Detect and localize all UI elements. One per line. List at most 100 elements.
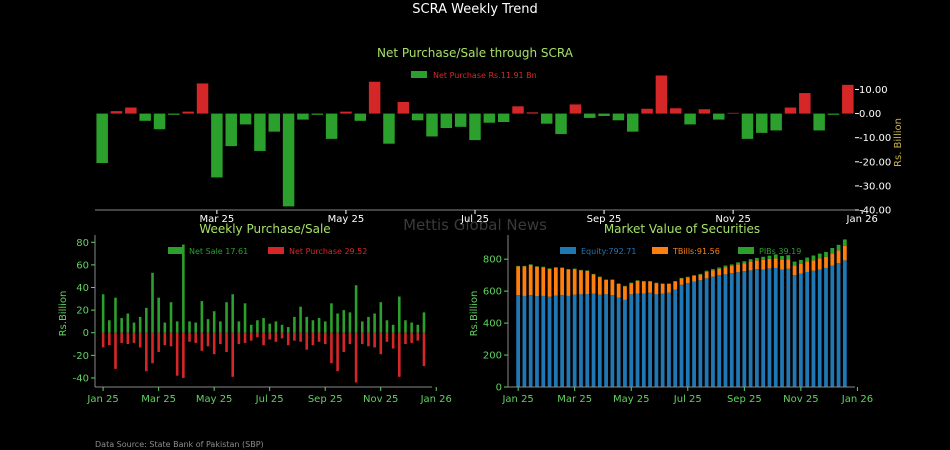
bar-segment <box>566 269 571 296</box>
data-source-note: Data Source: State Bank of Pakistan (SBP… <box>95 440 264 449</box>
bar <box>368 81 381 114</box>
bar-segment <box>597 276 602 278</box>
bar-segment <box>711 270 715 277</box>
bar-segment <box>842 239 847 246</box>
bar <box>397 102 410 114</box>
bar-segment <box>572 294 577 387</box>
bar-segment <box>742 261 747 264</box>
bar-segment <box>704 278 709 387</box>
bar-segment <box>654 294 659 387</box>
bar <box>163 332 167 346</box>
bar <box>379 302 383 333</box>
bar <box>385 320 389 333</box>
bar-segment <box>535 296 539 387</box>
bar-segment <box>830 247 835 254</box>
y-tick-label: -40 <box>73 373 89 384</box>
bar <box>206 319 210 333</box>
bar <box>212 311 216 333</box>
bar-segment <box>673 281 678 290</box>
bar <box>684 113 696 125</box>
bar-segment <box>560 295 565 387</box>
legend-label: TBills:91.56 <box>672 247 720 256</box>
bar-segment <box>805 261 810 272</box>
bar <box>655 75 668 114</box>
bar-segment <box>535 266 539 267</box>
y-tick-label: -20 <box>73 351 89 362</box>
bar <box>212 332 216 355</box>
x-tick-label: Sep 25 <box>727 394 762 405</box>
bar <box>286 327 290 333</box>
bar <box>157 297 160 333</box>
bar-segment <box>685 276 690 278</box>
bar <box>163 322 167 333</box>
bar <box>469 113 481 141</box>
x-tick-label: Sep 25 <box>308 394 343 405</box>
bar-segment <box>755 257 759 261</box>
x-tick-label: Jan 25 <box>501 394 533 405</box>
bar-segment <box>792 275 797 387</box>
x-tick-label: Mar 25 <box>141 394 176 405</box>
bar <box>555 113 567 135</box>
bar-segment <box>585 294 590 387</box>
bar-segment <box>660 283 665 294</box>
bar-segment <box>830 253 835 266</box>
bar <box>299 332 302 342</box>
bar <box>354 285 358 333</box>
bar <box>231 294 235 333</box>
page-title: SCRA Weekly Trend <box>412 2 538 17</box>
bar <box>727 112 739 114</box>
bar-segment <box>761 259 766 270</box>
bar-segment <box>579 269 583 271</box>
bar-segment <box>717 267 722 269</box>
bar <box>784 107 797 114</box>
bar <box>360 332 364 345</box>
bar <box>114 332 117 369</box>
bar <box>340 111 352 114</box>
bar <box>299 306 302 333</box>
bar-segment <box>641 293 646 387</box>
bar-segment <box>547 268 552 297</box>
bar <box>354 113 367 121</box>
bar-segment <box>729 273 734 387</box>
bar-segment <box>698 273 703 275</box>
bar <box>188 332 191 342</box>
bar <box>379 332 383 355</box>
x-tick-label: Jan 26 <box>420 394 452 405</box>
bar <box>268 113 280 132</box>
chart-title: Market Value of Securities <box>604 222 760 236</box>
bar-segment <box>560 267 565 296</box>
bar <box>325 113 338 139</box>
x-tick-label: Jul 25 <box>255 394 284 405</box>
bar <box>237 321 241 333</box>
bar-segment <box>767 255 772 259</box>
bar <box>385 332 389 342</box>
bar-segment <box>836 250 841 264</box>
bar-segment <box>528 264 533 296</box>
x-tick-label: Mar 25 <box>199 214 234 225</box>
bar <box>194 332 197 343</box>
bar <box>256 320 259 333</box>
legend-swatch <box>738 247 754 254</box>
bar <box>139 113 151 121</box>
bar <box>398 332 401 377</box>
bar <box>126 313 130 333</box>
bar <box>713 113 725 120</box>
chart-title: Net Purchase/Sale through SCRA <box>377 46 574 60</box>
bar-segment <box>824 251 828 257</box>
bar <box>219 332 222 345</box>
bar-segment <box>591 293 596 387</box>
bar-segment <box>685 283 690 387</box>
bar-segment <box>629 282 634 284</box>
bar <box>274 332 278 342</box>
bar <box>268 323 272 333</box>
bar <box>323 332 327 345</box>
bar <box>132 322 136 333</box>
bar <box>219 321 222 333</box>
bar-segment <box>767 268 772 387</box>
bar-segment <box>591 274 596 294</box>
x-tick-label: Jul 25 <box>673 394 702 405</box>
bar-segment <box>836 244 841 251</box>
bar-segment <box>824 256 828 268</box>
bar-segment <box>692 275 696 276</box>
